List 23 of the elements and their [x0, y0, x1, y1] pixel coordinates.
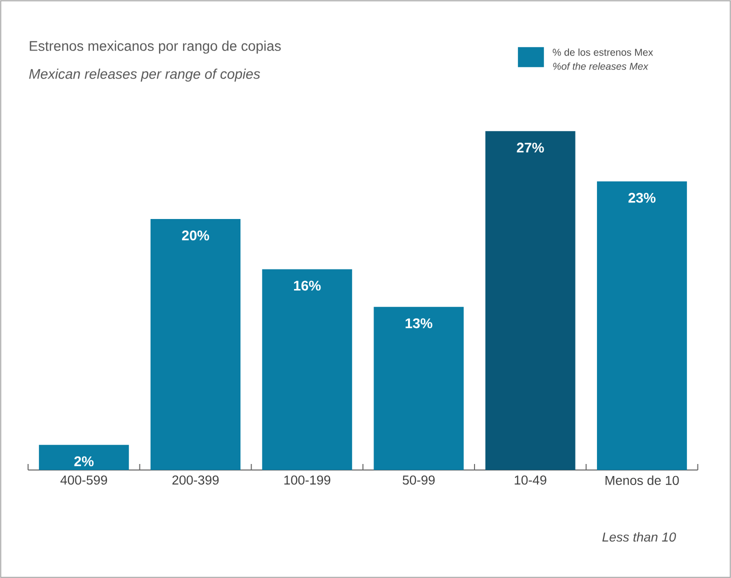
bar	[374, 306, 464, 470]
x-tick-label: Menos de 10	[606, 475, 679, 485]
x-tick-label: 10-49	[514, 475, 546, 485]
bar	[38, 444, 129, 470]
data-label: 2%	[74, 456, 94, 466]
bar	[262, 269, 352, 470]
bar	[596, 181, 687, 470]
text: %of the releases Mex	[553, 62, 648, 70]
text: Less than 10	[602, 532, 676, 542]
x-tick-label: 100-199	[284, 475, 330, 485]
chart-title: Estrenos mexicanos por rango de copias	[30, 40, 281, 54]
data-label: 23%	[628, 192, 656, 203]
data-label: 13%	[406, 318, 432, 328]
data-label: 20%	[182, 230, 210, 240]
bar	[485, 131, 576, 470]
x-tick-label: 400-599	[60, 475, 108, 485]
x-tick-label: 50-99	[402, 475, 435, 485]
chart-subtitle: Mexican releases per range of copies	[29, 68, 260, 82]
data-label: 16%	[294, 280, 321, 291]
data-label: 27%	[516, 142, 544, 152]
bar	[150, 218, 240, 470]
legend-label: % de los estrenos Mex	[552, 48, 654, 56]
x-tick-label: 200-399	[172, 475, 219, 485]
